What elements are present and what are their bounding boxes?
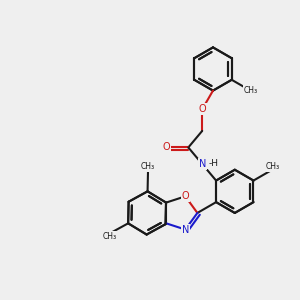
Text: O: O bbox=[163, 142, 170, 152]
Text: O: O bbox=[182, 191, 189, 201]
Text: CH₃: CH₃ bbox=[102, 232, 116, 241]
Text: O: O bbox=[198, 104, 206, 114]
Text: -H: -H bbox=[208, 159, 218, 168]
Text: N: N bbox=[182, 224, 189, 235]
Text: CH₃: CH₃ bbox=[141, 162, 155, 171]
Text: CH₃: CH₃ bbox=[265, 162, 279, 171]
Text: CH₃: CH₃ bbox=[243, 86, 257, 95]
Text: N: N bbox=[199, 159, 206, 169]
